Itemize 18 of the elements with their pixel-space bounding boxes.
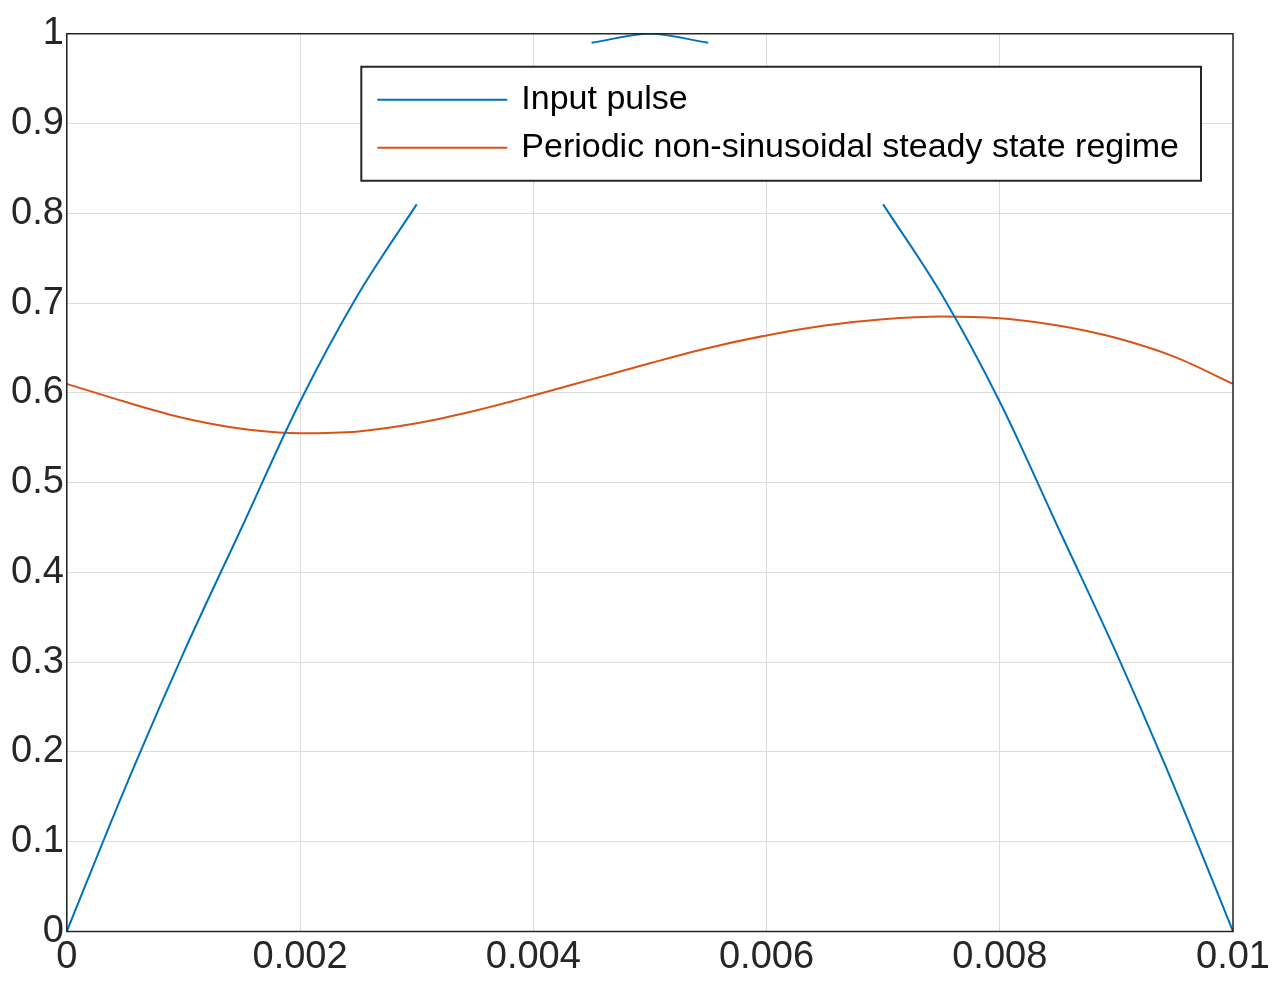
y-tick-label: 0.7	[11, 279, 64, 322]
legend-label: Input pulse	[521, 78, 688, 117]
x-tick-label: 0.006	[718, 933, 815, 976]
y-tick-label: 0.2	[11, 728, 64, 771]
y-tick-label: 1	[42, 10, 64, 53]
y-tick-label: 0.5	[11, 459, 64, 502]
y-tick-label: 0.9	[11, 100, 64, 143]
y-tick-label: 0.1	[11, 818, 64, 861]
legend-label: Periodic non-sinusoidal steady state regime	[521, 126, 1179, 165]
y-tick-label: 0.4	[11, 548, 64, 591]
x-tick-label: 0.002	[252, 933, 348, 976]
y-tick-label: 0.3	[11, 638, 64, 681]
y-tick-label: 0.8	[11, 189, 64, 232]
x-tick-label: 0.004	[485, 933, 581, 976]
y-tick-label: 0.6	[11, 369, 64, 412]
x-tick-label: 0.008	[952, 933, 1048, 976]
x-tick-label: 0.01	[1196, 933, 1270, 976]
line-series	[66, 315, 1233, 435]
